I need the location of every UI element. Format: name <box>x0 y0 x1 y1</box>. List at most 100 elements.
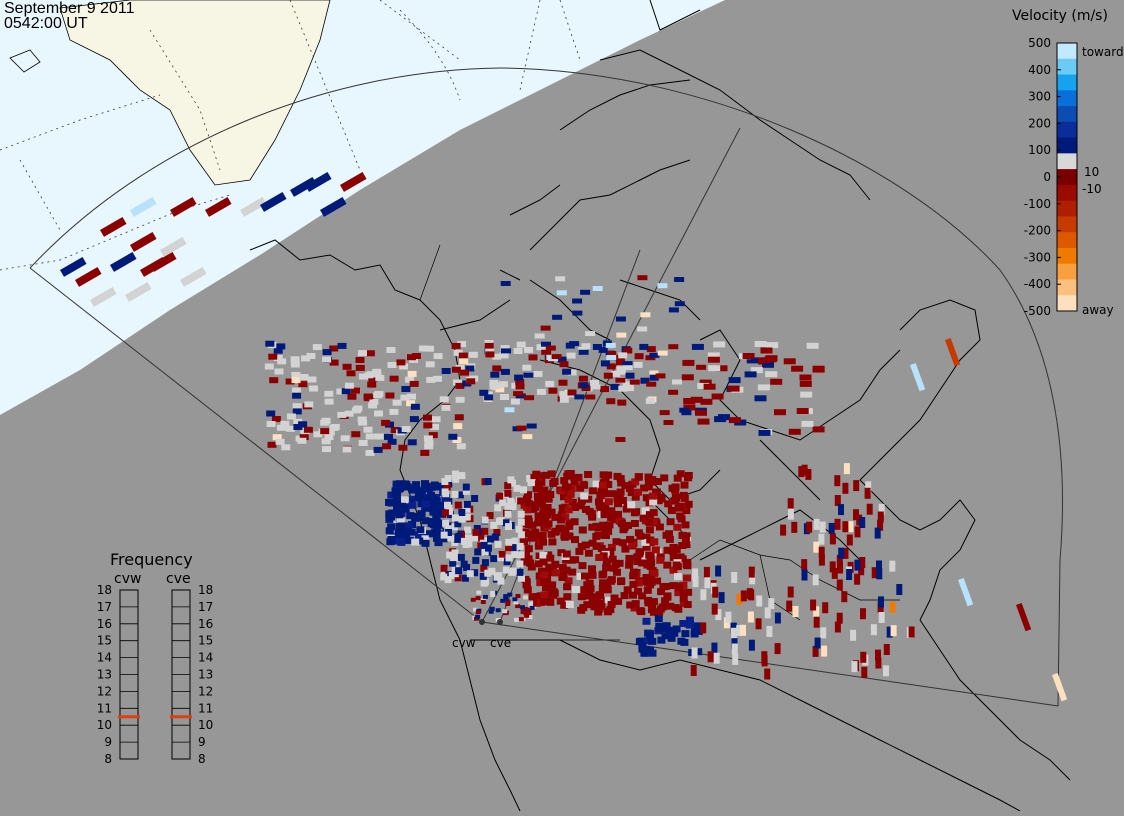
frequency-tick-label: 16 <box>198 617 213 631</box>
velocity-cell <box>699 379 712 386</box>
velocity-cell <box>493 529 501 536</box>
colorbar-segment <box>1057 58 1077 76</box>
velocity-cell <box>465 540 473 548</box>
velocity-cell <box>875 649 881 661</box>
velocity-cell <box>556 290 567 296</box>
velocity-cell <box>567 369 577 376</box>
velocity-cell <box>499 381 508 388</box>
velocity-cell <box>458 515 466 523</box>
velocity-cell <box>565 601 574 608</box>
velocity-cell <box>401 532 410 540</box>
velocity-cell <box>440 531 448 539</box>
velocity-cell <box>673 474 682 482</box>
velocity-cell <box>471 569 479 577</box>
velocity-cell <box>567 389 577 396</box>
colorbar-segment <box>1057 279 1077 296</box>
velocity-cell <box>490 593 496 598</box>
velocity-cell <box>661 632 670 640</box>
velocity-cell <box>791 365 804 372</box>
velocity-cell <box>648 476 657 484</box>
velocity-cell <box>638 559 647 567</box>
velocity-cell <box>490 590 496 595</box>
velocity-cell <box>747 611 754 623</box>
velocity-cell <box>889 601 896 613</box>
velocity-cell <box>406 512 415 520</box>
velocity-cell <box>421 517 430 525</box>
velocity-cell <box>707 352 720 359</box>
velocity-cell <box>511 551 519 558</box>
velocity-cell <box>509 544 517 552</box>
velocity-cell <box>576 502 585 510</box>
velocity-cell <box>853 509 859 521</box>
velocity-cell <box>582 505 590 513</box>
velocity-cell <box>616 366 626 373</box>
velocity-cell <box>859 517 866 528</box>
velocity-cell <box>292 403 302 410</box>
velocity-cell <box>621 545 630 553</box>
velocity-cell <box>843 463 850 475</box>
velocity-cell <box>564 577 573 585</box>
velocity-cell <box>351 431 361 438</box>
velocity-cell <box>320 197 347 217</box>
velocity-cell <box>629 591 637 599</box>
velocity-cell <box>592 480 601 488</box>
velocity-cell <box>524 346 533 353</box>
velocity-cell <box>799 380 812 387</box>
velocity-cell <box>595 554 604 561</box>
velocity-tick-label: 400 <box>1028 63 1051 77</box>
velocity-cell <box>540 325 551 331</box>
velocity-cell <box>614 510 622 518</box>
frequency-marker <box>118 715 140 719</box>
velocity-cell <box>597 545 606 552</box>
velocity-cell <box>545 569 554 576</box>
velocity-cell <box>557 516 566 524</box>
velocity-cell <box>543 504 552 511</box>
velocity-cell <box>298 421 308 428</box>
velocity-cell <box>484 569 492 577</box>
velocity-cell <box>504 502 512 510</box>
velocity-cell <box>428 530 437 538</box>
away-label: away <box>1082 303 1114 317</box>
velocity-cell <box>631 600 640 608</box>
velocity-cell <box>594 608 603 616</box>
velocity-cell <box>541 349 552 355</box>
velocity-cell <box>590 384 601 390</box>
velocity-cell <box>505 599 511 604</box>
velocity-cell <box>514 374 524 381</box>
velocity-cell <box>681 630 690 638</box>
velocity-cell <box>749 573 756 585</box>
velocity-cell <box>501 348 511 354</box>
velocity-cell <box>385 392 395 399</box>
velocity-cell <box>490 555 498 563</box>
velocity-cell <box>629 580 638 588</box>
velocity-cell <box>499 352 509 359</box>
velocity-cell <box>796 408 809 414</box>
velocity-cell <box>344 410 354 417</box>
velocity-cell <box>564 506 573 514</box>
velocity-cell <box>301 355 310 362</box>
velocity-cell <box>660 474 669 482</box>
velocity-cell <box>630 569 639 577</box>
velocity-cell <box>558 379 568 386</box>
frequency-tick-label: 13 <box>198 668 213 682</box>
velocity-cell <box>100 216 127 237</box>
velocity-cell <box>404 522 413 530</box>
velocity-cell <box>402 536 411 544</box>
velocity-cell <box>530 474 539 482</box>
velocity-cell <box>568 498 577 506</box>
velocity-cell <box>539 538 547 546</box>
velocity-cell <box>557 487 566 495</box>
velocity-cell <box>523 372 534 378</box>
velocity-cell <box>434 505 443 513</box>
velocity-cell <box>562 550 571 558</box>
velocity-cell <box>783 358 796 365</box>
velocity-cell <box>566 352 576 359</box>
velocity-cell <box>859 557 866 568</box>
velocity-cell <box>651 546 660 554</box>
velocity-cell <box>774 643 781 655</box>
velocity-cell <box>655 373 666 379</box>
velocity-cell <box>422 530 431 538</box>
velocity-cell <box>787 586 794 598</box>
velocity-cell <box>524 395 535 401</box>
velocity-cell <box>500 598 506 603</box>
